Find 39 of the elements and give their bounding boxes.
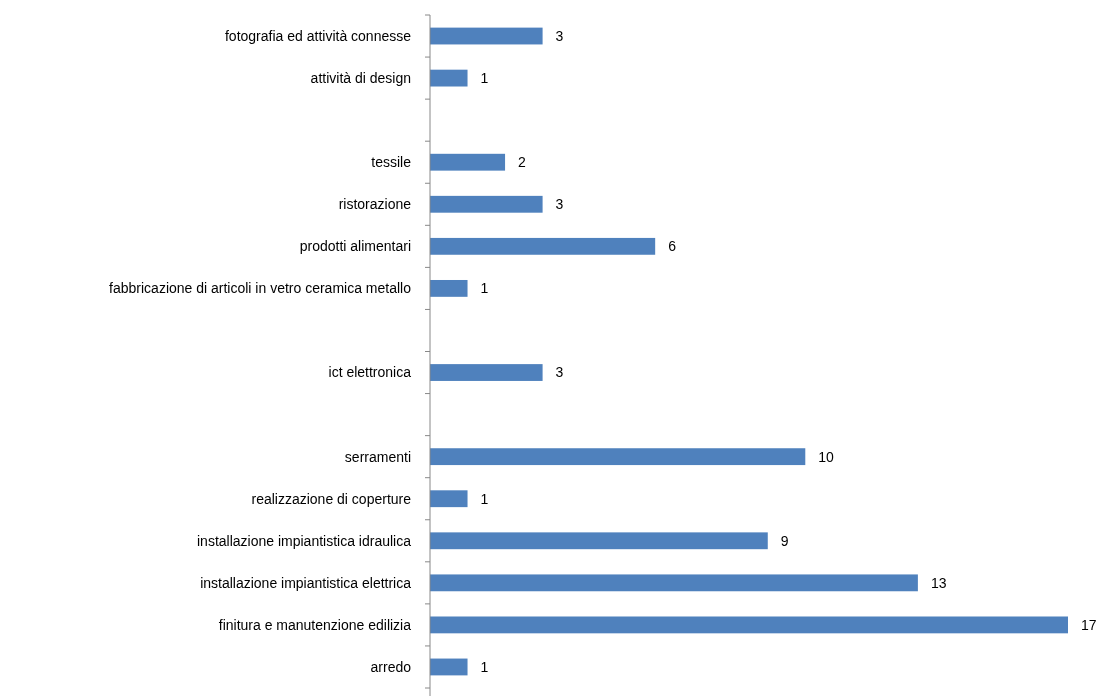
data-label: 1 <box>480 69 489 86</box>
bar <box>430 448 806 466</box>
bar <box>430 237 656 255</box>
y-tick-label: ict elettronica <box>328 364 412 381</box>
y-tick-label: serramenti <box>344 448 411 465</box>
y-tick-label: fotografia ed attività connesse <box>224 27 412 44</box>
y-tick-label: tessile <box>371 154 412 171</box>
data-label: 1 <box>480 280 489 297</box>
data-label: 2 <box>518 154 527 171</box>
bar <box>430 364 543 381</box>
data-label: 3 <box>555 364 564 381</box>
bar <box>430 279 468 297</box>
bar <box>430 574 918 592</box>
bar <box>430 616 1068 634</box>
bar <box>430 195 543 213</box>
y-tick-label: arredo <box>370 658 412 675</box>
data-label: 6 <box>668 238 677 255</box>
y-tick-label: installazione impiantistica elettrica <box>200 574 412 591</box>
y-tick-label: ristorazione <box>338 196 412 213</box>
bar <box>430 27 543 45</box>
bar <box>430 658 468 676</box>
data-label: 13 <box>930 574 947 591</box>
y-tick-label: attività di design <box>310 69 411 86</box>
data-label: 1 <box>480 490 489 507</box>
bar <box>430 490 468 508</box>
data-label: 1 <box>480 658 489 675</box>
y-tick-label: prodotti alimentari <box>299 238 411 255</box>
data-label: 17 <box>1081 616 1097 633</box>
y-tick-label: realizzazione di coperture <box>251 490 412 507</box>
data-label: 3 <box>555 27 564 44</box>
y-tick-label: fabbricazione di articoli in vetro ceramica metallo <box>109 280 412 297</box>
bar <box>430 153 506 171</box>
data-label: 3 <box>555 196 564 213</box>
data-label: 10 <box>818 448 835 465</box>
y-tick-label: installazione impiantistica idraulica <box>197 532 412 549</box>
bar <box>430 532 768 550</box>
bar <box>430 69 468 87</box>
data-label: 9 <box>780 532 789 549</box>
y-tick-label: finitura e manutenzione edilizia <box>218 616 412 633</box>
